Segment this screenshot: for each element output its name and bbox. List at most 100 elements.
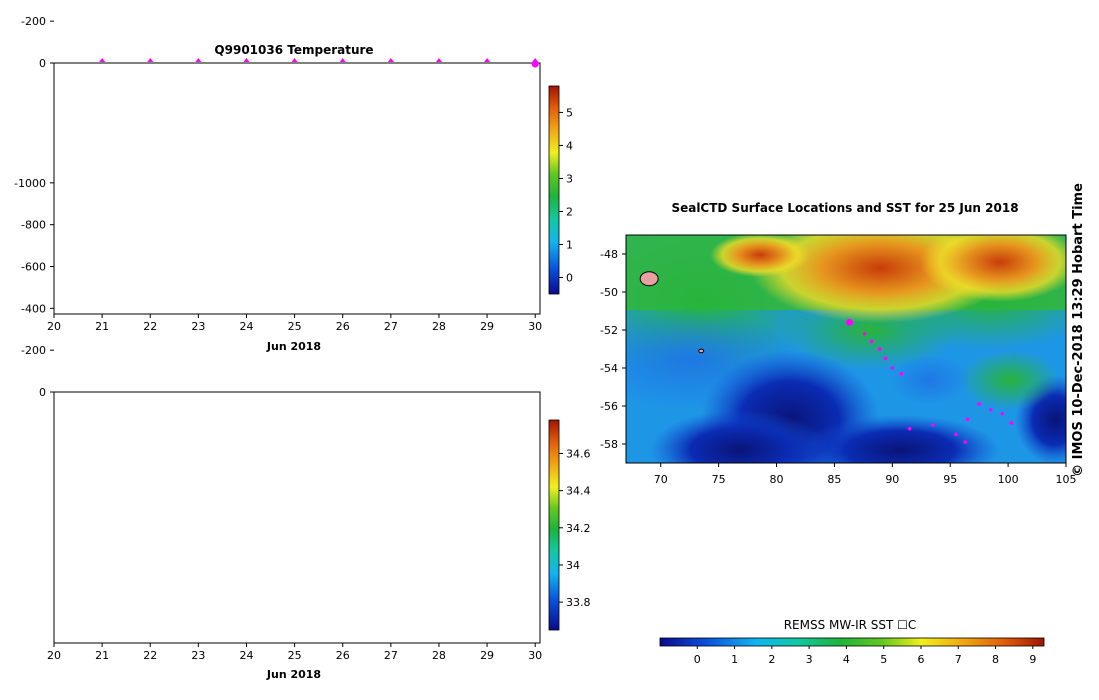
map-x-tick-label: 75 bbox=[712, 473, 726, 486]
salinity-xlabel: Jun 2018 bbox=[266, 668, 321, 681]
profile-marker bbox=[147, 58, 154, 62]
y-tick-label: -200 bbox=[21, 15, 46, 28]
y-tick-label: -200 bbox=[21, 344, 46, 357]
temperature-panel: Q9901036 Temperature 20 21 22 23 24 25 26 27 28 2… bbox=[21, 15, 573, 353]
current-profile-marker bbox=[531, 60, 539, 68]
salinity-y-axis: 0 -200 -400 -600 -800 -1000 bbox=[14, 177, 54, 399]
current-location-marker bbox=[845, 318, 853, 326]
profile-marker bbox=[195, 58, 202, 62]
sst-map-panel: SealCTD Surface Locations and SST for 25… bbox=[600, 183, 1086, 666]
temperature-colorbar bbox=[549, 86, 559, 294]
salinity-colorbar-frame bbox=[548, 419, 560, 631]
profile-marker bbox=[99, 58, 106, 62]
credit-text: © IMOS 10-Dec-2018 13:29 Hobart Time bbox=[1071, 183, 1086, 477]
colorbar-tick-label: 2 bbox=[566, 205, 573, 218]
x-tick-label: 20 bbox=[47, 320, 61, 333]
salinity-axes-frame bbox=[53, 391, 541, 644]
x-tick-label: 24 bbox=[239, 649, 253, 662]
x-tick-label: 26 bbox=[336, 649, 350, 662]
track-point bbox=[1000, 411, 1005, 416]
x-tick-label: 25 bbox=[288, 649, 302, 662]
colorbar-tick-label: 0 bbox=[566, 271, 573, 284]
colorbar-tick-label: 5 bbox=[566, 106, 573, 119]
map-y-axis: -48 -50 -52 -54 -56 -58 bbox=[600, 248, 626, 451]
track-point bbox=[890, 366, 895, 370]
track-point bbox=[963, 440, 968, 444]
sst-colorbar-frame bbox=[659, 637, 1045, 647]
colorbar-tick-label: 33.8 bbox=[566, 596, 591, 609]
x-tick-label: 29 bbox=[480, 649, 494, 662]
profile-marker bbox=[484, 58, 491, 62]
colorbar-tick-label: 9 bbox=[1029, 653, 1036, 666]
profile-markers bbox=[99, 58, 539, 68]
sst-field bbox=[626, 235, 1066, 463]
profile-marker bbox=[435, 58, 442, 62]
x-tick-label: 30 bbox=[528, 649, 542, 662]
map-x-tick-label: 95 bbox=[943, 473, 957, 486]
x-tick-label: 22 bbox=[143, 649, 157, 662]
y-tick-label: -600 bbox=[21, 261, 46, 274]
temperature-x-axis: 20 21 22 23 24 25 26 27 28 29 30 bbox=[47, 314, 542, 333]
map-y-tick-label: -58 bbox=[600, 438, 618, 451]
colorbar-tick-label: 6 bbox=[917, 653, 924, 666]
track-point bbox=[977, 402, 981, 406]
sst-colorbar-label: REMSS MW-IR SST ☐C bbox=[784, 618, 917, 632]
colorbar-tick-label: 7 bbox=[955, 653, 962, 666]
track-point bbox=[954, 432, 958, 437]
colorbar-tick-label: 34.4 bbox=[566, 485, 591, 498]
temperature-colorbar-frame bbox=[548, 85, 560, 295]
salinity-colorbar bbox=[549, 420, 559, 630]
colorbar-tick-label: 8 bbox=[992, 653, 999, 666]
y-tick-label: -800 bbox=[21, 219, 46, 232]
x-tick-label: 28 bbox=[432, 649, 446, 662]
track-point bbox=[899, 371, 904, 376]
salinity-x-axis: 20 21 22 23 24 25 26 27 28 29 30 bbox=[47, 643, 542, 662]
colorbar-tick-label: 3 bbox=[566, 172, 573, 185]
y-tick-label: 0 bbox=[39, 386, 46, 399]
x-tick-label: 22 bbox=[143, 320, 157, 333]
map-y-tick-label: -48 bbox=[600, 248, 618, 261]
x-tick-label: 20 bbox=[47, 649, 61, 662]
island-kerguelen bbox=[639, 271, 659, 287]
x-tick-label: 29 bbox=[480, 320, 494, 333]
x-tick-label: 21 bbox=[95, 649, 109, 662]
map-y-tick-label: -50 bbox=[600, 286, 618, 299]
profile-marker bbox=[291, 58, 298, 62]
map-x-tick-label: 85 bbox=[827, 473, 841, 486]
track-point bbox=[907, 427, 912, 431]
profile-marker bbox=[339, 58, 346, 62]
x-tick-label: 24 bbox=[239, 320, 253, 333]
x-tick-label: 27 bbox=[384, 649, 398, 662]
map-y-tick-label: -54 bbox=[600, 362, 618, 375]
x-tick-label: 26 bbox=[336, 320, 350, 333]
y-tick-label: 0 bbox=[39, 57, 46, 70]
colorbar-tick-label: 34.2 bbox=[566, 522, 591, 535]
x-tick-label: 23 bbox=[191, 320, 205, 333]
profile-marker bbox=[387, 58, 394, 62]
map-title: SealCTD Surface Locations and SST for 25… bbox=[671, 201, 1018, 215]
temperature-title: Q9901036 Temperature bbox=[214, 43, 373, 57]
track-point bbox=[1009, 421, 1014, 425]
map-x-tick-label: 70 bbox=[654, 473, 668, 486]
profile-marker bbox=[243, 58, 250, 62]
colorbar-tick-label: 34.6 bbox=[566, 447, 591, 460]
map-x-tick-label: 105 bbox=[1056, 473, 1077, 486]
temperature-y-axis: 0-200-400-600-800-1000 bbox=[21, 15, 54, 70]
track-point bbox=[877, 347, 882, 351]
x-tick-label: 23 bbox=[191, 649, 205, 662]
temperature-colorbar-ticks: 0 1 2 3 4 5 bbox=[559, 106, 573, 284]
salinity-colorbar-ticks: 33.8 34 34.2 34.4 34.6 bbox=[559, 447, 591, 609]
colorbar-tick-label: 4 bbox=[843, 653, 850, 666]
y-tick-label: -1000 bbox=[14, 177, 46, 190]
track-point bbox=[965, 417, 970, 422]
map-axes-frame bbox=[625, 234, 1067, 464]
sst-colorbar-ticks: 0 1 2 3 4 5 6 7 8 9 bbox=[694, 646, 1036, 666]
x-tick-label: 30 bbox=[528, 320, 542, 333]
x-tick-label: 25 bbox=[288, 320, 302, 333]
map-x-tick-label: 90 bbox=[885, 473, 899, 486]
x-tick-label: 21 bbox=[95, 320, 109, 333]
x-tick-label: 28 bbox=[432, 320, 446, 333]
map-x-tick-label: 100 bbox=[998, 473, 1019, 486]
colorbar-tick-label: 5 bbox=[880, 653, 887, 666]
track-point bbox=[883, 356, 888, 361]
